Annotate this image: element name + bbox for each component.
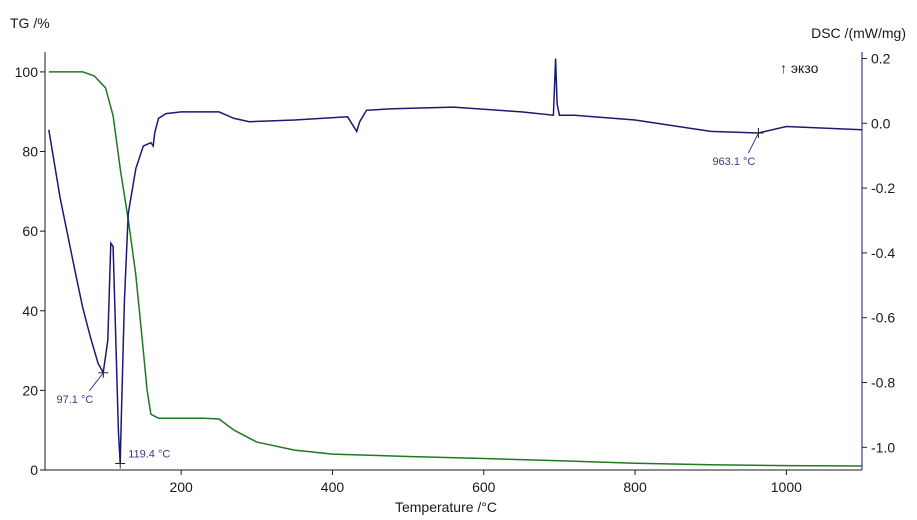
y-right-tick-label: -0.6 <box>871 310 895 326</box>
y-right-tick-label: -0.4 <box>871 245 895 261</box>
y-right-tick-label: -1.0 <box>871 439 895 455</box>
y-left-tick-label: 80 <box>22 144 38 160</box>
y-left-tick-label: 0 <box>30 462 38 478</box>
annotation-label: 963.1 °C <box>712 156 755 168</box>
x-tick-label: 800 <box>623 479 647 495</box>
y-left-axis-title: TG /% <box>10 15 50 31</box>
x-tick-label: 600 <box>472 479 496 495</box>
exo-indicator: ↑ экзо <box>780 60 819 76</box>
annotation-label: 119.4 °C <box>128 449 170 461</box>
x-axis-title: Temperature /°C <box>395 499 497 515</box>
x-tick-label: 200 <box>169 479 193 495</box>
y-right-tick-label: -0.2 <box>871 180 895 196</box>
y-right-tick-label: -0.8 <box>871 375 895 391</box>
x-tick-label: 1000 <box>771 479 802 495</box>
y-left-tick-label: 40 <box>22 303 38 319</box>
dsc-series-line <box>48 58 863 464</box>
y-left-axis-ticks: 0 20 40 60 80 100 <box>15 64 45 478</box>
y-right-tick-label: 0.0 <box>871 115 891 131</box>
y-right-tick-label: 0.2 <box>871 50 891 66</box>
x-tick-label: 400 <box>321 479 345 495</box>
y-right-axis-ticks: 0.2 0.0 -0.2 -0.4 -0.6 -0.8 -1.0 <box>862 50 895 455</box>
x-axis-ticks: 200 400 600 800 1000 <box>169 470 802 495</box>
annotation-label: 97.1 °C <box>57 394 94 406</box>
tg-series-line <box>48 71 863 467</box>
y-left-tick-label: 100 <box>15 64 39 80</box>
y-left-tick-label: 20 <box>22 382 38 398</box>
annotation-leader <box>88 372 104 392</box>
annotation-leader <box>747 132 759 154</box>
annotations: 97.1 °C 119.4 °C 963.1 °C <box>57 128 764 469</box>
y-left-tick-label: 60 <box>22 223 38 239</box>
y-right-axis-title: DSC /(mW/mg) <box>811 25 906 41</box>
